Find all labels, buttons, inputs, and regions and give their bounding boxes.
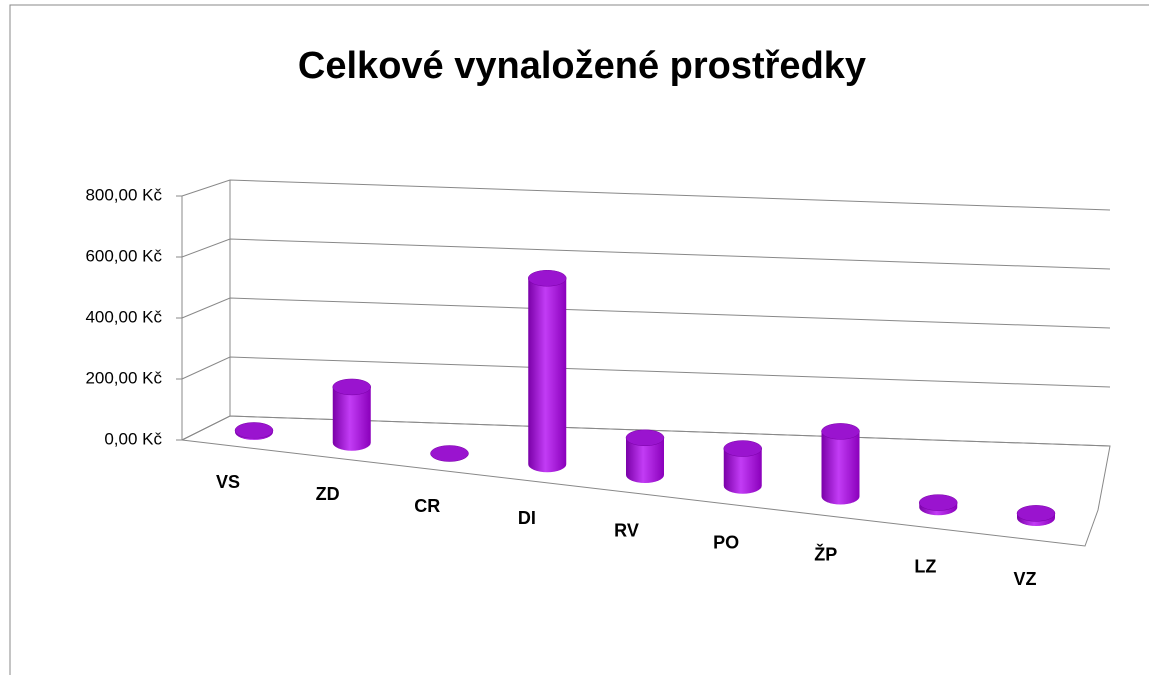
x-tick-label: LZ <box>914 557 936 577</box>
x-tick-label: DI <box>518 508 536 528</box>
y-tick-label: 0,00 Kč <box>104 429 162 448</box>
x-tick-label: VS <box>216 472 240 492</box>
bar <box>821 423 860 505</box>
bar <box>332 378 371 451</box>
bar-top <box>821 423 860 440</box>
y-tick-label: 200,00 Kč <box>85 368 162 387</box>
bar <box>528 270 567 473</box>
bar-body <box>332 386 371 451</box>
grid-line <box>181 297 1111 329</box>
grid-line <box>181 238 1111 270</box>
bar-top <box>723 440 762 457</box>
x-tick-label: RV <box>614 520 639 540</box>
grid-line <box>181 415 1111 447</box>
bar <box>625 429 665 483</box>
bar <box>234 422 274 440</box>
bar-top <box>332 378 371 396</box>
x-tick-label: CR <box>414 496 440 516</box>
x-tick-label: VZ <box>1013 569 1036 589</box>
bar-top <box>625 429 665 447</box>
x-tick-label: ŽP <box>814 544 837 565</box>
bar-body <box>626 437 664 483</box>
bar-top <box>430 445 469 462</box>
y-tick-label: 400,00 Kč <box>85 307 162 326</box>
bar-top <box>234 422 274 439</box>
bar-body <box>723 448 762 494</box>
grid-line <box>181 356 1111 388</box>
grid-line <box>181 179 1111 211</box>
bar <box>919 494 958 516</box>
chart-title: Celkové vynaložené prostředky <box>298 45 866 87</box>
bar-top <box>1016 505 1056 522</box>
bar-body <box>821 431 860 505</box>
y-tick-label: 800,00 Kč <box>85 185 162 204</box>
x-tick-label: PO <box>713 532 739 552</box>
bar-top <box>528 270 567 287</box>
bar-top <box>919 494 958 511</box>
chart-frame <box>9 4 1149 675</box>
bar <box>723 440 762 494</box>
y-tick-label: 600,00 Kč <box>85 246 162 265</box>
bar <box>430 445 469 462</box>
x-tick-label: ZD <box>316 484 340 504</box>
bar-body <box>528 278 567 473</box>
bar <box>1016 505 1056 526</box>
